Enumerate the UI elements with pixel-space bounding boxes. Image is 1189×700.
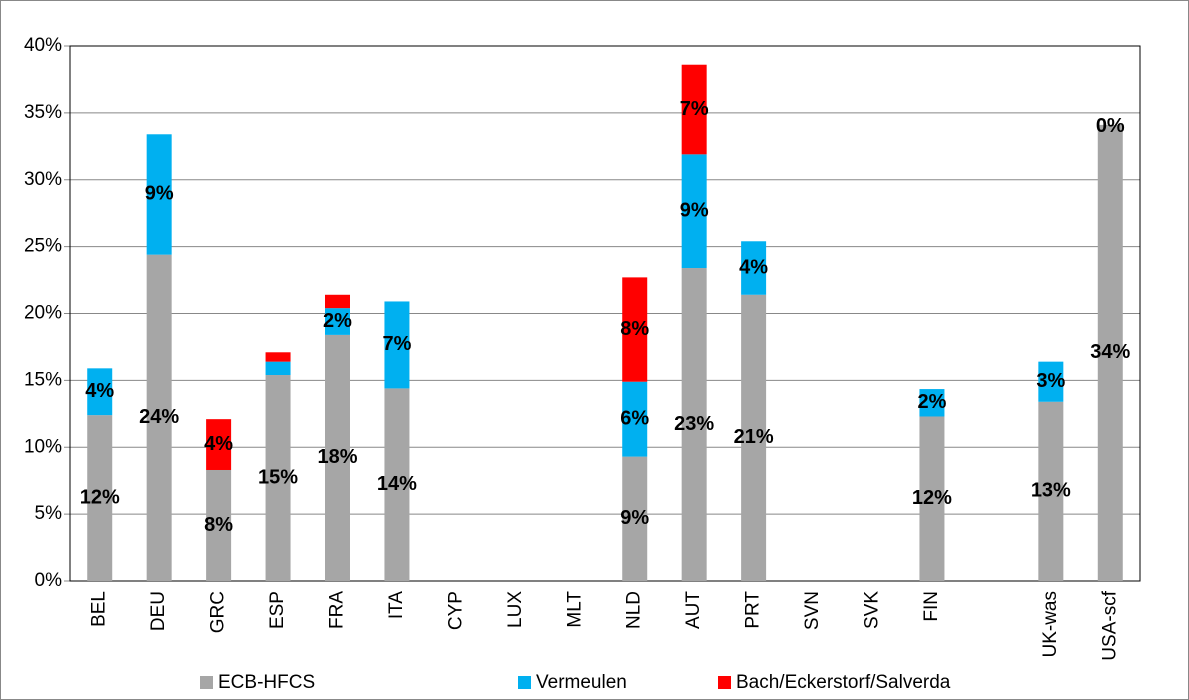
bar-segment xyxy=(919,416,945,581)
value-label: 34% xyxy=(1090,341,1130,363)
bar-segment xyxy=(384,301,410,389)
x-tick-label: MLT xyxy=(564,591,585,628)
value-label: 13% xyxy=(1031,480,1071,502)
bar-segment xyxy=(741,294,767,581)
bar-segment xyxy=(622,277,648,382)
x-tick-label: USA-scf xyxy=(1099,590,1120,660)
bar-segment xyxy=(1097,124,1123,581)
bar-segment xyxy=(146,134,172,255)
x-tick-label: PRT xyxy=(743,591,764,629)
x-tick-label: FRA xyxy=(327,591,348,629)
legend-label: ECB-HFCS xyxy=(218,672,315,693)
x-tick-label: ITA xyxy=(386,591,407,619)
value-label: 4% xyxy=(85,380,114,402)
value-label: 0% xyxy=(1096,115,1125,137)
y-tick-label: 35% xyxy=(24,102,62,123)
value-label: 24% xyxy=(139,406,179,428)
bar-segment xyxy=(146,254,172,581)
bar-segment xyxy=(681,268,707,581)
value-label: 9% xyxy=(620,507,649,529)
bar-segment xyxy=(681,64,707,155)
bar-segment xyxy=(206,469,232,581)
value-label: 12% xyxy=(80,486,120,508)
x-tick-label: NLD xyxy=(624,591,645,629)
bar-segment xyxy=(265,375,291,581)
value-label: 7% xyxy=(382,333,411,355)
value-label: 4% xyxy=(204,433,233,455)
bar-segment xyxy=(325,308,350,335)
y-tick-label: 10% xyxy=(24,436,62,457)
value-label: 9% xyxy=(145,183,174,205)
value-label: 9% xyxy=(680,199,709,221)
x-tick-label: UK-was xyxy=(1040,591,1061,658)
value-label: 6% xyxy=(620,407,649,429)
plot-frame xyxy=(69,45,1141,582)
x-tick-label: FIN xyxy=(921,591,942,622)
bar-segment xyxy=(265,352,291,362)
x-tick-label: SVK xyxy=(862,591,883,629)
y-tick-label: 0% xyxy=(35,570,63,591)
value-label: 21% xyxy=(734,426,774,448)
y-tick-label: 25% xyxy=(24,236,62,257)
bar-segment xyxy=(325,334,350,581)
value-label: 14% xyxy=(377,473,417,495)
legend-swatch xyxy=(518,676,531,689)
value-label: 4% xyxy=(739,256,768,278)
legend-swatch xyxy=(200,676,213,689)
bar-segment xyxy=(87,368,113,416)
x-tick-label: GRC xyxy=(208,591,229,633)
legend-label: Vermeulen xyxy=(536,672,627,693)
x-tick-label: LUX xyxy=(505,591,526,628)
value-label: 2% xyxy=(323,310,352,332)
x-tick-label: ESP xyxy=(267,591,288,629)
y-tick-label: 5% xyxy=(35,503,63,524)
bar-segment xyxy=(741,241,767,295)
legend-swatch xyxy=(718,676,731,689)
bar-segment xyxy=(919,389,945,417)
bar-segment xyxy=(622,381,648,457)
y-tick-label: 40% xyxy=(24,35,62,56)
bar-segment xyxy=(206,419,232,470)
value-label: 23% xyxy=(674,413,714,435)
bar-segment xyxy=(384,388,410,581)
bar-segment xyxy=(87,415,113,581)
value-label: 8% xyxy=(620,318,649,340)
value-label: 3% xyxy=(1036,370,1065,392)
x-tick-label: AUT xyxy=(683,591,704,629)
bar-segment xyxy=(325,294,350,309)
legend-label: Bach/Eckerstorf/Salverda xyxy=(736,672,951,693)
bar-segment xyxy=(1038,361,1064,402)
y-tick-label: 15% xyxy=(24,369,62,390)
value-label: 15% xyxy=(258,466,298,488)
value-label: 18% xyxy=(317,446,357,468)
bar-segment xyxy=(681,154,707,269)
value-label: 7% xyxy=(680,98,709,120)
x-tick-label: CYP xyxy=(445,591,466,630)
x-tick-label: BEL xyxy=(89,591,110,627)
x-tick-label: DEU xyxy=(148,591,169,631)
value-label: 8% xyxy=(204,514,233,536)
y-tick-label: 30% xyxy=(24,169,62,190)
x-tick-label: SVN xyxy=(802,591,823,630)
y-tick-label: 20% xyxy=(24,303,62,324)
bar-segment xyxy=(1038,401,1064,581)
value-label: 2% xyxy=(917,391,946,413)
bar-segment xyxy=(265,361,291,376)
value-label: 12% xyxy=(912,487,952,509)
bar-segment xyxy=(622,456,648,581)
